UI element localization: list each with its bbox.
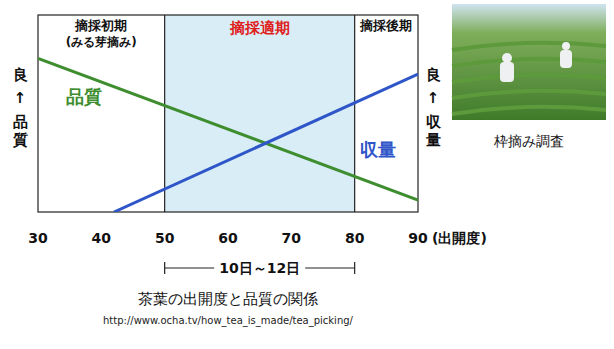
chart-canvas: 摘採初期(みる芽摘み)摘採適期摘採後期品質収量良↑品質良↑収量304050607… [0, 0, 614, 349]
phase-note: (みる芽摘み) [66, 35, 137, 49]
axis-label-char: 量 [425, 131, 441, 149]
axis-label-char: 良 [13, 66, 28, 84]
axis-label-char: ↑ [14, 89, 27, 107]
axis-label-char: 質 [12, 131, 28, 149]
phase-label: 摘採後期 [359, 18, 412, 33]
series-line [114, 74, 418, 212]
series-label: 収量 [360, 139, 396, 160]
span-label: 10日～12日 [219, 260, 300, 276]
plot-frame [38, 15, 418, 212]
x-tick-label: 40 [92, 230, 112, 246]
series-label: 品質 [66, 86, 102, 107]
axis-label: 良 [426, 66, 441, 84]
span-end [164, 262, 165, 274]
photo-field [452, 4, 606, 120]
axis-label: 品質 [12, 113, 28, 149]
axis-label: 収量 [425, 113, 442, 149]
photo-person-head [502, 53, 512, 63]
x-tick-label: 90 [408, 230, 428, 246]
photo-row [452, 75, 606, 82]
photo-person-head [562, 42, 570, 50]
x-tick-label: 60 [218, 230, 238, 246]
phase-label: 摘採適期 [229, 19, 290, 37]
series-group [38, 58, 418, 212]
photo-person [560, 50, 572, 68]
axis-label: ↑ [427, 89, 440, 107]
photo-row [452, 107, 606, 114]
span-end [354, 262, 355, 274]
axis-label-char: ↑ [427, 89, 440, 107]
phase-label: 摘採初期 [74, 18, 127, 33]
axis-label-char: 良 [426, 66, 441, 84]
photo [452, 4, 606, 120]
axis-label: 良 [13, 66, 28, 84]
x-tick-label: 50 [155, 230, 175, 246]
axis-label-char: 収 [426, 113, 442, 131]
x-tick-label: 30 [28, 230, 48, 246]
span-line [305, 267, 355, 268]
x-axis-title: (出開度) [432, 230, 487, 246]
background [0, 0, 614, 349]
span-line [165, 267, 215, 268]
x-tick-label: 80 [345, 230, 365, 246]
phase-boundary [354, 15, 355, 212]
photo-row [452, 91, 606, 98]
photo-row [452, 43, 606, 50]
phase-shade [165, 15, 355, 212]
x-tick-label: 70 [282, 230, 302, 246]
chart-title: 茶葉の出開度と品質の関係 [138, 290, 318, 308]
chart-source: http://www.ocha.tv/how_tea_is_made/tea_p… [103, 315, 354, 327]
axis-label: ↑ [14, 89, 27, 107]
photo-caption: 枠摘み調査 [493, 133, 564, 149]
photo-row [452, 59, 606, 66]
axis-label-char: 品 [13, 113, 28, 131]
series-line [38, 58, 418, 200]
photo-person [500, 62, 514, 82]
phase-boundary [164, 15, 165, 212]
